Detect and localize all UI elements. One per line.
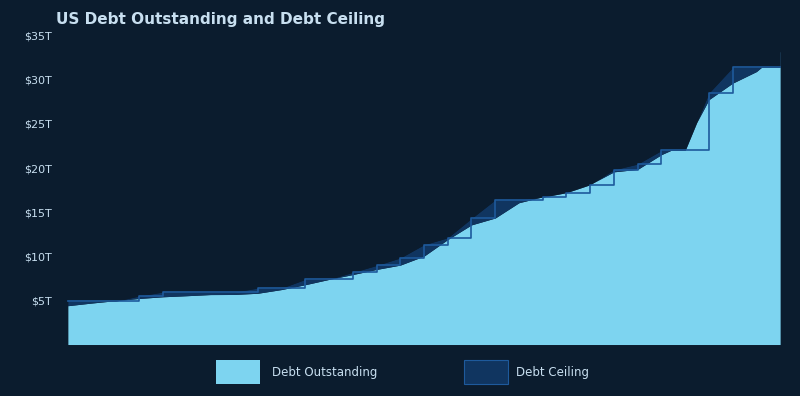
FancyBboxPatch shape <box>464 360 508 384</box>
Text: US Debt Outstanding and Debt Ceiling: US Debt Outstanding and Debt Ceiling <box>56 12 385 27</box>
Text: Debt Ceiling: Debt Ceiling <box>516 366 589 379</box>
Text: Debt Outstanding: Debt Outstanding <box>272 366 378 379</box>
FancyBboxPatch shape <box>216 360 260 384</box>
